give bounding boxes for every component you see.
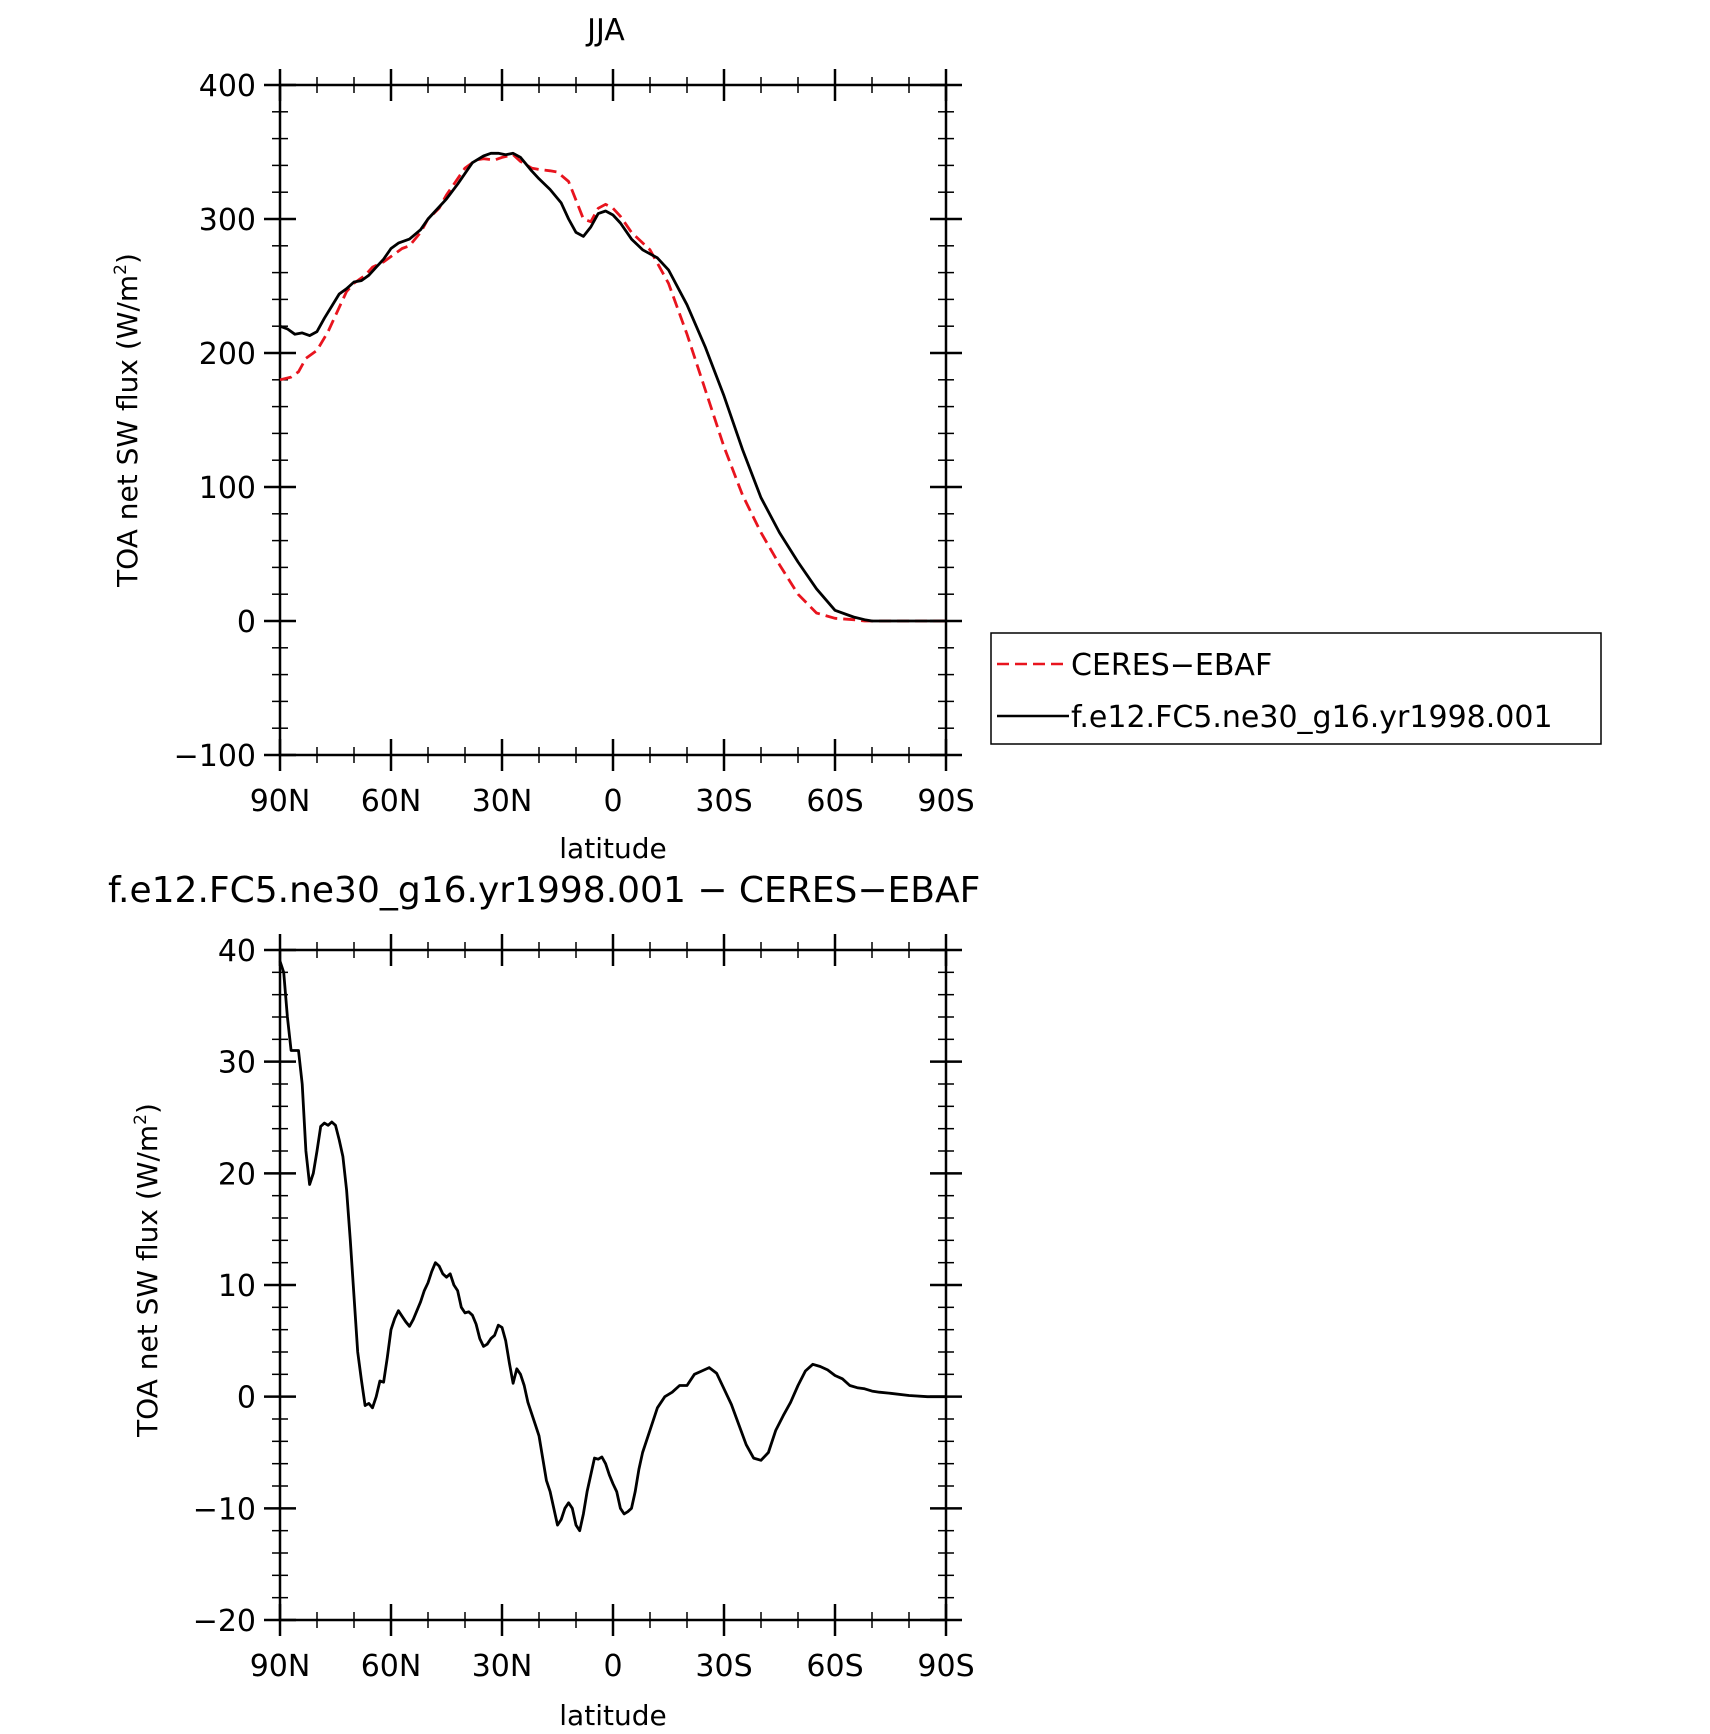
x-tick-label: 60S (806, 1649, 863, 1684)
bottom-y-axis-label: TOA net SW flux (W/m2) (131, 1103, 164, 1438)
top-series-lines (279, 151, 946, 623)
y-tick-label: 30 (218, 1046, 256, 1081)
legend-box (990, 632, 1602, 745)
x-tick-label: 60S (806, 784, 863, 819)
top-y-axis-label-main: TOA net SW flux (W/m (111, 275, 144, 588)
x-tick-label: 0 (603, 784, 622, 819)
top-panel: JJA 90N 60N 30N 0 30S 60S 90S 400 300 200 100 0 −10… (111, 13, 1602, 865)
x-tick-label: 90N (250, 784, 311, 819)
y-tick-label: −20 (193, 1604, 256, 1639)
top-y-tick-labels: 400 300 200 100 0 −100 (174, 69, 256, 774)
legend-label-ceres-ebaf: CERES−EBAF (1071, 648, 1272, 683)
bottom-chart-title: f.e12.FC5.ne30_g16.yr1998.001 − CERES−EB… (108, 870, 980, 911)
bottom-plot-frame (278, 948, 948, 1622)
bottom-y-axis-label-sup: 2 (131, 1114, 151, 1125)
top-chart-title: JJA (585, 13, 625, 48)
bottom-axis-ticks (264, 934, 962, 1636)
bottom-panel: f.e12.FC5.ne30_g16.yr1998.001 − CERES−EB… (108, 870, 980, 1732)
top-x-tick-labels: 90N 60N 30N 0 30S 60S 90S (250, 784, 975, 819)
legend-label-model: f.e12.FC5.ne30_g16.yr1998.001 (1071, 700, 1553, 735)
y-tick-label: 10 (218, 1269, 256, 1304)
y-tick-label: 0 (237, 1381, 256, 1416)
x-tick-label: 0 (603, 1649, 622, 1684)
bottom-y-tick-labels: 40 30 20 10 0 −10 −20 (193, 934, 256, 1639)
x-tick-label: 60N (361, 784, 422, 819)
series-line-ceres-ebaf (279, 153, 946, 623)
y-tick-label: −100 (174, 739, 256, 774)
top-y-axis-label-sup: 2 (111, 264, 131, 275)
bottom-y-axis-label-end: ) (131, 1103, 164, 1114)
x-tick-label: 90S (917, 784, 974, 819)
x-tick-label: 90N (250, 1649, 311, 1684)
bottom-x-tick-labels: 90N 60N 30N 0 30S 60S 90S (250, 1649, 975, 1684)
x-tick-label: 60N (361, 1649, 422, 1684)
y-tick-label: 400 (199, 69, 256, 104)
y-tick-label: 200 (199, 337, 256, 372)
y-tick-label: 300 (199, 203, 256, 238)
legend: CERES−EBAF f.e12.FC5.ne30_g16.yr1998.001 (990, 632, 1602, 745)
top-y-axis-label: TOA net SW flux (W/m2) (111, 253, 144, 588)
bottom-x-axis-label: latitude (559, 1699, 666, 1732)
x-tick-label: 30N (472, 1649, 533, 1684)
x-tick-label: 30S (695, 1649, 752, 1684)
bottom-series-lines (278, 960, 946, 1533)
series-line-model (279, 151, 946, 623)
top-x-axis-label: latitude (559, 832, 666, 865)
top-plot-frame (278, 83, 948, 757)
y-tick-label: 100 (199, 471, 256, 506)
y-tick-label: 0 (237, 605, 256, 640)
y-tick-label: 40 (218, 934, 256, 969)
x-tick-label: 30N (472, 784, 533, 819)
y-tick-label: −10 (193, 1492, 256, 1527)
x-tick-label: 90S (917, 1649, 974, 1684)
x-tick-label: 30S (695, 784, 752, 819)
y-tick-label: 20 (218, 1157, 256, 1192)
series-line-model (278, 960, 946, 1533)
top-axis-ticks (264, 69, 962, 771)
bottom-y-axis-label-main: TOA net SW flux (W/m (131, 1125, 164, 1438)
top-y-axis-label-end: ) (111, 253, 144, 264)
